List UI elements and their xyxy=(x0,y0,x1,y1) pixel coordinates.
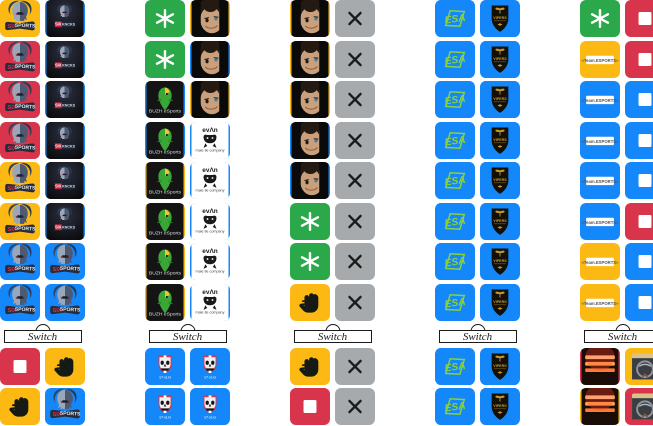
svg-text:evΛn: evΛn xyxy=(202,167,218,174)
svg-text:KNCKS: KNCKS xyxy=(62,23,76,27)
svg-text:«Team.ESPORTS»: «Team.ESPORTS» xyxy=(581,57,619,62)
svg-text:SIX: SIX xyxy=(55,143,62,148)
svg-text:VIPERS: VIPERS xyxy=(493,56,507,60)
svg-text:SPORTS: SPORTS xyxy=(15,185,36,192)
svg-text:KNCKS: KNCKS xyxy=(62,104,76,108)
svg-text:VIPERS: VIPERS xyxy=(493,137,507,141)
svg-text:17-xLG: 17-xLG xyxy=(159,416,171,420)
svg-text:«Team.ESPORTS»: «Team.ESPORTS» xyxy=(581,300,619,305)
svg-text:SPORTS: SPORTS xyxy=(60,266,81,273)
svg-text:17-xLG: 17-xLG xyxy=(204,376,216,380)
svg-text:male tie company: male tie company xyxy=(196,310,225,314)
svg-text:VIPERS: VIPERS xyxy=(493,404,507,408)
svg-text:SPORTS: SPORTS xyxy=(60,411,81,418)
svg-text:17-xLG: 17-xLG xyxy=(159,376,171,380)
svg-text:SPORTS: SPORTS xyxy=(15,306,36,313)
svg-text:BUZH eSports: BUZH eSports xyxy=(149,149,182,155)
svg-text:«Team.ESPORTS»: «Team.ESPORTS» xyxy=(581,98,619,103)
svg-text:evΛn: evΛn xyxy=(202,127,218,134)
svg-text:BUZH eSports: BUZH eSports xyxy=(149,189,182,195)
svg-text:KNCKS: KNCKS xyxy=(62,63,76,67)
svg-text:evΛn: evΛn xyxy=(202,208,218,215)
svg-text:SPORTS: SPORTS xyxy=(60,306,81,313)
svg-text:male tie company: male tie company xyxy=(196,270,225,274)
svg-text:SPORTS: SPORTS xyxy=(15,144,36,151)
svg-text:BUZH eSports: BUZH eSports xyxy=(149,230,182,236)
svg-text:male tie company: male tie company xyxy=(196,229,225,233)
svg-text:VIPERS: VIPERS xyxy=(493,97,507,101)
svg-text:VIPERS: VIPERS xyxy=(493,178,507,182)
svg-text:VIPERS: VIPERS xyxy=(493,218,507,222)
svg-text:SIX: SIX xyxy=(55,22,62,27)
svg-text:SIX: SIX xyxy=(55,103,62,108)
svg-text:«Team.ESPORTS»: «Team.ESPORTS» xyxy=(581,219,619,224)
svg-text:BUZH eSports: BUZH eSports xyxy=(149,270,182,276)
svg-text:evΛn: evΛn xyxy=(202,289,218,296)
svg-text:KNCKS: KNCKS xyxy=(62,225,76,229)
svg-text:SIX: SIX xyxy=(55,184,62,189)
svg-text:17-xLG: 17-xLG xyxy=(204,416,216,420)
svg-text:SIX: SIX xyxy=(55,224,62,229)
svg-text:male tie company: male tie company xyxy=(196,189,225,193)
svg-text:evΛn: evΛn xyxy=(202,248,218,255)
svg-text:SPORTS: SPORTS xyxy=(15,23,36,30)
svg-text:KNCKS: KNCKS xyxy=(62,185,76,189)
svg-text:BUZH eSports: BUZH eSports xyxy=(149,108,182,114)
svg-text:«Team.ESPORTS»: «Team.ESPORTS» xyxy=(581,260,619,265)
svg-text:SPORTS: SPORTS xyxy=(15,63,36,70)
svg-text:VIPERS: VIPERS xyxy=(493,364,507,368)
svg-text:SPORTS: SPORTS xyxy=(15,104,36,111)
svg-text:VIPERS: VIPERS xyxy=(493,16,507,20)
svg-text:VIPERS: VIPERS xyxy=(493,259,507,263)
svg-text:VIPERS: VIPERS xyxy=(493,299,507,303)
svg-text:SIX: SIX xyxy=(55,62,62,67)
svg-text:«Team.ESPORTS»: «Team.ESPORTS» xyxy=(581,179,619,184)
svg-text:«Team.ESPORTS»: «Team.ESPORTS» xyxy=(581,138,619,143)
svg-text:SPORTS: SPORTS xyxy=(15,225,36,232)
svg-text:male tie company: male tie company xyxy=(196,148,225,152)
svg-text:BUZH eSports: BUZH eSports xyxy=(149,311,182,317)
svg-text:SPORTS: SPORTS xyxy=(15,266,36,273)
svg-text:KNCKS: KNCKS xyxy=(62,144,76,148)
